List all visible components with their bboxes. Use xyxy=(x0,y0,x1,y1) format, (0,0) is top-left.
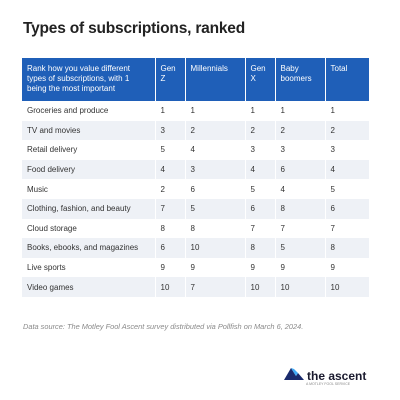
total-rank: 3 xyxy=(324,140,369,160)
row-label: Clothing, fashion, and beauty xyxy=(22,198,155,219)
header-baby-boomers: Baby boomers xyxy=(274,58,325,101)
gen-z-rank: 7 xyxy=(154,198,185,219)
gen-z-rank: 3 xyxy=(154,120,185,141)
total-rank: 7 xyxy=(324,218,369,239)
baby-boomers-rank: 6 xyxy=(274,159,325,180)
table-row: Cloud storage 8 8 7 7 7 xyxy=(22,218,369,239)
row-label: Video games xyxy=(22,277,155,297)
millennials-rank: 4 xyxy=(184,140,245,160)
gen-z-rank: 9 xyxy=(154,257,185,278)
total-rank: 8 xyxy=(324,238,369,258)
millennials-rank: 2 xyxy=(184,120,245,141)
table-row: Music 2 6 5 4 5 xyxy=(22,179,369,199)
gen-x-rank: 10 xyxy=(244,277,275,297)
gen-x-rank: 8 xyxy=(244,238,275,258)
baby-boomers-rank: 9 xyxy=(274,257,325,278)
baby-boomers-rank: 5 xyxy=(274,238,325,258)
baby-boomers-rank: 4 xyxy=(274,179,325,199)
total-rank: 2 xyxy=(324,120,369,141)
millennials-rank: 10 xyxy=(184,238,245,258)
page-title: Types of subscriptions, ranked xyxy=(23,20,245,37)
row-label: Live sports xyxy=(22,257,155,278)
millennials-rank: 7 xyxy=(184,277,245,297)
total-rank: 10 xyxy=(324,277,369,297)
rankings-table: Rank how you value different types of su… xyxy=(22,58,369,297)
gen-z-rank: 2 xyxy=(154,179,185,199)
row-label: Music xyxy=(22,179,155,199)
millennials-rank: 8 xyxy=(184,218,245,239)
total-rank: 1 xyxy=(324,101,369,121)
row-label: TV and movies xyxy=(22,120,155,141)
table-header-row: Rank how you value different types of su… xyxy=(22,58,369,101)
gen-x-rank: 9 xyxy=(244,257,275,278)
millennials-rank: 9 xyxy=(184,257,245,278)
header-question: Rank how you value different types of su… xyxy=(22,58,155,101)
table-row: Food delivery 4 3 4 6 4 xyxy=(22,159,369,180)
table-row: Live sports 9 9 9 9 9 xyxy=(22,257,369,278)
table-row: Books, ebooks, and magazines 6 10 8 5 8 xyxy=(22,238,369,258)
baby-boomers-rank: 2 xyxy=(274,120,325,141)
gen-z-rank: 1 xyxy=(154,101,185,121)
gen-x-rank: 6 xyxy=(244,198,275,219)
baby-boomers-rank: 1 xyxy=(274,101,325,121)
gen-z-rank: 4 xyxy=(154,159,185,180)
gen-x-rank: 1 xyxy=(244,101,275,121)
table-row: TV and movies 3 2 2 2 2 xyxy=(22,120,369,141)
mountain-logo-icon xyxy=(284,366,304,385)
gen-x-rank: 7 xyxy=(244,218,275,239)
row-label: Food delivery xyxy=(22,159,155,180)
row-label: Books, ebooks, and magazines xyxy=(22,238,155,258)
baby-boomers-rank: 3 xyxy=(274,140,325,160)
table-row: Clothing, fashion, and beauty 7 5 6 8 6 xyxy=(22,198,369,219)
brand-logo: the ascent xyxy=(284,366,366,385)
gen-z-rank: 6 xyxy=(154,238,185,258)
total-rank: 5 xyxy=(324,179,369,199)
row-label: Retail delivery xyxy=(22,140,155,160)
gen-x-rank: 5 xyxy=(244,179,275,199)
millennials-rank: 1 xyxy=(184,101,245,121)
row-label: Cloud storage xyxy=(22,218,155,239)
gen-z-rank: 10 xyxy=(154,277,185,297)
table-row: Groceries and produce 1 1 1 1 1 xyxy=(22,101,369,121)
total-rank: 4 xyxy=(324,159,369,180)
gen-x-rank: 4 xyxy=(244,159,275,180)
table-row: Retail delivery 5 4 3 3 3 xyxy=(22,140,369,160)
baby-boomers-rank: 10 xyxy=(274,277,325,297)
gen-x-rank: 2 xyxy=(244,120,275,141)
gen-x-rank: 3 xyxy=(244,140,275,160)
millennials-rank: 3 xyxy=(184,159,245,180)
total-rank: 9 xyxy=(324,257,369,278)
data-source-note: Data source: The Motley Fool Ascent surv… xyxy=(23,322,304,331)
brand-name: the ascent xyxy=(307,368,367,383)
millennials-rank: 6 xyxy=(184,179,245,199)
gen-z-rank: 5 xyxy=(154,140,185,160)
brand-tagline: A MOTLEY FOOL SERVICE xyxy=(306,382,351,386)
table-row: Video games 10 7 10 10 10 xyxy=(22,277,369,297)
gen-z-rank: 8 xyxy=(154,218,185,239)
header-gen-x: Gen X xyxy=(244,58,275,101)
baby-boomers-rank: 8 xyxy=(274,198,325,219)
millennials-rank: 5 xyxy=(184,198,245,219)
baby-boomers-rank: 7 xyxy=(274,218,325,239)
header-total: Total xyxy=(324,58,369,101)
total-rank: 6 xyxy=(324,198,369,219)
header-gen-z: Gen Z xyxy=(154,58,185,101)
header-millennials: Millennials xyxy=(184,58,245,101)
row-label: Groceries and produce xyxy=(22,101,155,121)
